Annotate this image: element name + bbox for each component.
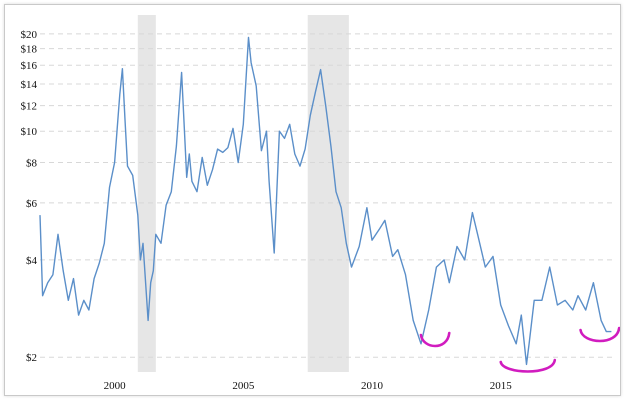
y-tick-label: $14 (21, 79, 38, 91)
recession-band-1 (137, 15, 156, 372)
x-tick-label: 2015 (490, 380, 513, 392)
y-tick-label: $8 (26, 158, 38, 170)
price-line-chart: $2 $4 $6 $8 $10 $12 $14 $16 $18 $20 2000 2005 2010 20… (21, 15, 620, 392)
x-tick-label: 2005 (232, 380, 255, 392)
y-tick-label: $6 (26, 198, 38, 210)
y-tick-label: $18 (21, 44, 38, 56)
annotation-underline-3 (579, 326, 620, 343)
y-tick-label: $2 (26, 352, 37, 364)
y-tick-label: $16 (21, 60, 38, 72)
annotation-underline-2 (499, 358, 557, 373)
recession-band-2 (307, 15, 349, 372)
x-tick-label: 2000 (104, 380, 127, 392)
chart-frame: $2 $4 $6 $8 $10 $12 $14 $16 $18 $20 2000 2005 2010 20… (4, 4, 621, 396)
y-tick-label: $20 (21, 29, 38, 41)
annotation-underline-1 (419, 331, 451, 348)
y-tick-label: $4 (26, 255, 38, 267)
y-tick-label: $10 (21, 126, 38, 138)
x-tick-label: 2010 (361, 380, 384, 392)
series-line (39, 36, 612, 366)
y-tick-label: $12 (21, 101, 38, 113)
